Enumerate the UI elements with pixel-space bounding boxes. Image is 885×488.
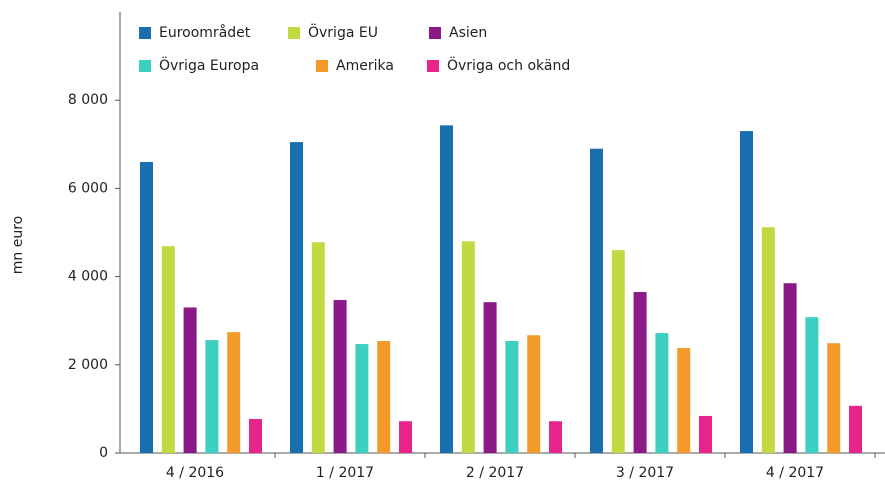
legend-swatch: [316, 60, 328, 72]
y-tick-label: 0: [99, 445, 108, 461]
bar: [633, 292, 647, 453]
bar: [227, 332, 241, 453]
bar: [249, 419, 262, 453]
legend-label: Amerika: [336, 58, 394, 74]
x-tick-label: 4 / 2017: [766, 465, 824, 481]
bar: [140, 161, 153, 453]
bar: [355, 344, 369, 453]
bar: [805, 317, 819, 453]
bar: [761, 227, 775, 453]
bar: [827, 343, 841, 453]
legend-label: Övriga EU: [308, 23, 378, 41]
y-axis-label: mn euro: [10, 216, 26, 274]
bar: [290, 142, 303, 453]
bar: [440, 125, 453, 453]
bar: [655, 333, 669, 453]
legend-swatch: [139, 60, 151, 72]
bar: [783, 283, 797, 453]
legend-swatch: [139, 27, 151, 39]
y-tick-label: 2 000: [68, 357, 108, 373]
legend-label: Asien: [449, 25, 487, 41]
bar: [549, 421, 562, 453]
bar: [333, 299, 347, 453]
legend-swatch: [429, 27, 441, 39]
legend-label: Euroområdet: [159, 24, 251, 41]
bar: [399, 421, 412, 453]
bar: [161, 246, 175, 453]
bar: [205, 340, 219, 453]
legend-swatch: [288, 27, 300, 39]
bar: [527, 335, 541, 453]
bar: [611, 250, 625, 453]
bar: [677, 348, 691, 453]
bar: [699, 415, 712, 453]
bar: [377, 340, 391, 453]
bar: [483, 302, 497, 453]
x-tick-label: 2 / 2017: [466, 465, 524, 481]
bar: [461, 241, 475, 453]
x-tick-label: 4 / 2016: [166, 465, 224, 481]
legend-label: Övriga Europa: [159, 56, 259, 74]
legend-swatch: [427, 60, 439, 72]
bar: [590, 148, 603, 453]
y-tick-label: 8 000: [68, 92, 108, 108]
legend-label: Övriga och okänd: [447, 56, 570, 74]
bar: [849, 405, 862, 453]
bar: [505, 340, 519, 453]
x-tick-label: 1 / 2017: [316, 465, 374, 481]
y-tick-label: 4 000: [68, 269, 108, 285]
bar: [311, 242, 325, 453]
x-tick-label: 3 / 2017: [616, 465, 674, 481]
bar: [740, 131, 753, 453]
bar: [183, 307, 197, 453]
y-tick-label: 6 000: [68, 180, 108, 196]
